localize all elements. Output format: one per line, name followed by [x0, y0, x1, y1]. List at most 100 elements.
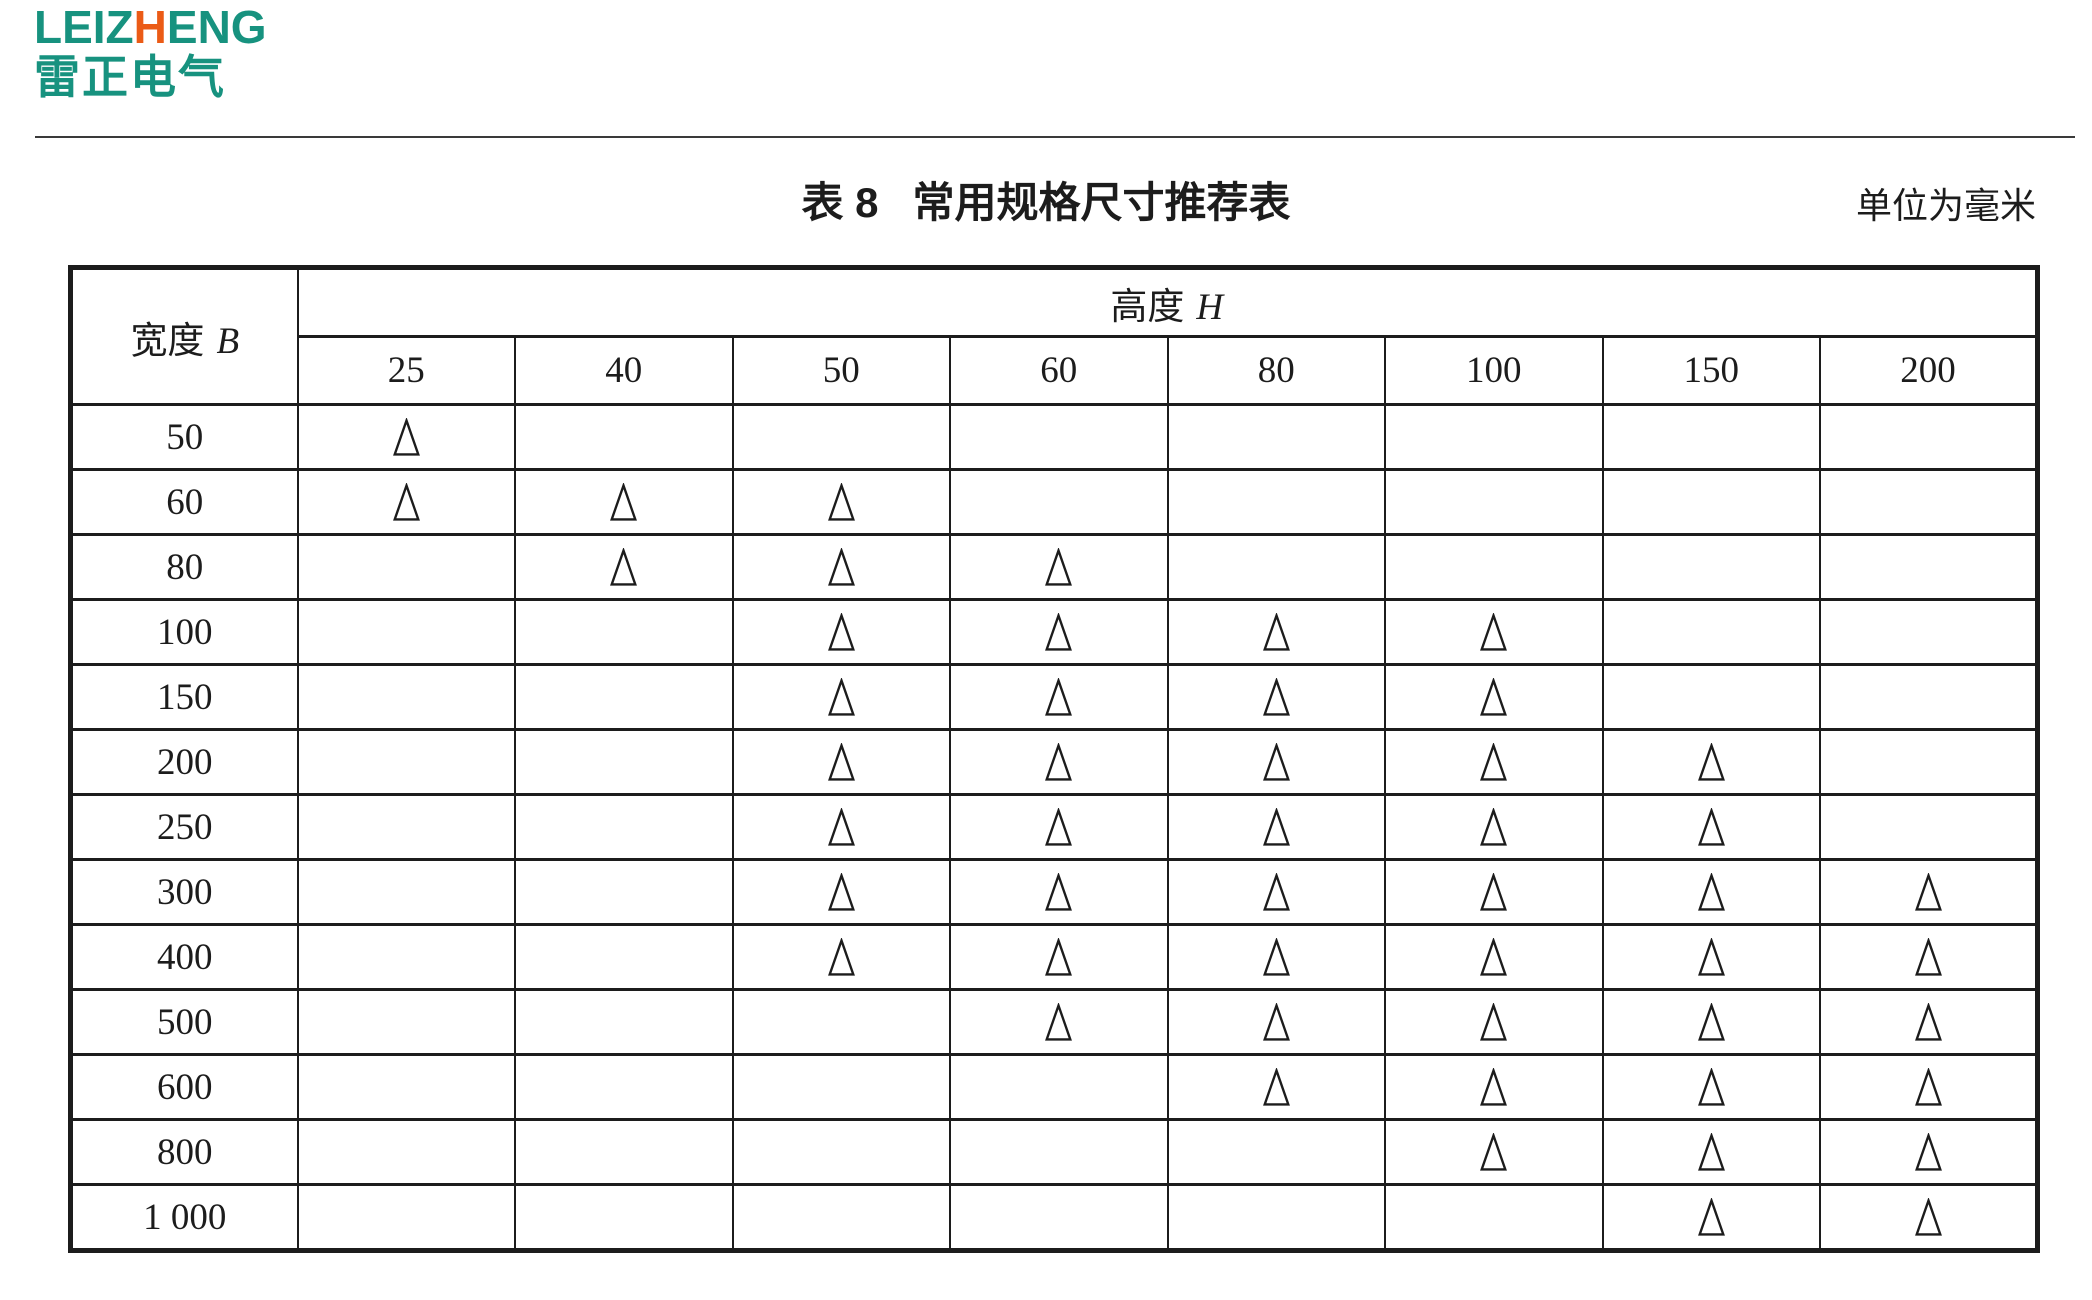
size-available-cell	[514, 468, 734, 536]
width-value: 200	[69, 728, 299, 796]
size-empty-cell	[731, 988, 951, 1056]
size-available-cell	[949, 858, 1169, 926]
width-value: 600	[69, 1053, 299, 1121]
size-available-cell	[1819, 988, 2039, 1056]
triangle-mark	[1480, 872, 1508, 911]
size-empty-cell	[296, 1053, 516, 1121]
size-empty-cell	[514, 988, 734, 1056]
table-number: 表 8	[801, 179, 879, 226]
size-empty-cell	[731, 1053, 951, 1121]
triangle-mark	[1045, 807, 1073, 846]
size-available-cell	[1819, 1118, 2039, 1186]
size-empty-cell	[949, 1118, 1169, 1186]
size-empty-cell	[296, 1183, 516, 1252]
size-available-cell	[731, 793, 951, 861]
size-available-cell	[1819, 923, 2039, 991]
size-empty-cell	[731, 403, 951, 471]
size-available-cell	[731, 663, 951, 731]
triangle-mark	[827, 677, 855, 716]
size-empty-cell	[949, 403, 1169, 471]
width-symbol: B	[216, 320, 240, 362]
triangle-mark	[1262, 612, 1290, 651]
size-available-cell	[1601, 858, 1821, 926]
size-empty-cell	[1601, 468, 1821, 536]
size-empty-cell	[514, 728, 734, 796]
size-empty-cell	[514, 1118, 734, 1186]
letterhead-divider	[35, 136, 2075, 138]
table-title: 常用规格尺寸推荐表	[912, 179, 1291, 226]
size-empty-cell	[296, 533, 516, 601]
size-empty-cell	[949, 1183, 1169, 1252]
size-available-cell	[1166, 1053, 1386, 1121]
table-row: 1 000	[69, 1183, 2039, 1252]
size-available-cell	[1384, 858, 1604, 926]
logo-latin-accent: H	[133, 1, 167, 53]
size-empty-cell	[514, 1183, 734, 1252]
triangle-mark	[1262, 1002, 1290, 1041]
size-available-cell	[1384, 663, 1604, 731]
size-empty-cell	[949, 468, 1169, 536]
logo-latin-post: ENG	[166, 1, 267, 53]
width-value: 300	[69, 858, 299, 926]
logo-cjk-wordmark: 雷正电气	[34, 51, 226, 103]
size-empty-cell	[296, 728, 516, 796]
table-row: 50	[69, 403, 2039, 471]
triangle-mark	[1697, 1002, 1725, 1041]
size-table: 宽度 B 高度 H 25 40 50 60 80 100 150 200 50 60 80 100 150…	[68, 265, 2040, 1253]
size-empty-cell	[1166, 468, 1386, 536]
size-available-cell	[1384, 793, 1604, 861]
table-caption: 表 8 常用规格尺寸推荐表	[0, 180, 2092, 226]
width-value: 60	[69, 468, 299, 536]
size-empty-cell	[514, 663, 734, 731]
size-available-cell	[1601, 988, 1821, 1056]
size-empty-cell	[1384, 533, 1604, 601]
unit-note: 单位为毫米	[1855, 186, 2036, 226]
table-row: 80	[69, 533, 2039, 601]
triangle-mark	[1262, 742, 1290, 781]
size-empty-cell	[296, 793, 516, 861]
triangle-mark	[1045, 547, 1073, 586]
size-empty-cell	[1166, 533, 1386, 601]
height-column-header: 60	[949, 335, 1169, 406]
size-available-cell	[949, 728, 1169, 796]
triangle-mark	[1262, 807, 1290, 846]
size-available-cell	[731, 598, 951, 666]
triangle-mark	[827, 807, 855, 846]
triangle-mark	[1045, 1002, 1073, 1041]
height-column-header: 100	[1384, 335, 1604, 406]
triangle-mark	[1697, 937, 1725, 976]
table-row: 800	[69, 1118, 2039, 1186]
height-symbol: H	[1196, 286, 1224, 328]
triangle-mark	[610, 482, 638, 521]
size-available-cell	[949, 663, 1169, 731]
width-value: 50	[69, 403, 299, 471]
triangle-mark	[1697, 872, 1725, 911]
width-value: 800	[69, 1118, 299, 1186]
table-row: 250	[69, 793, 2039, 861]
size-available-cell	[731, 468, 951, 536]
size-empty-cell	[296, 663, 516, 731]
height-column-header: 80	[1166, 335, 1386, 406]
size-empty-cell	[1166, 1183, 1386, 1252]
size-available-cell	[1166, 923, 1386, 991]
size-available-cell	[1384, 1118, 1604, 1186]
triangle-mark	[1480, 1002, 1508, 1041]
size-empty-cell	[514, 1053, 734, 1121]
size-empty-cell	[949, 1053, 1169, 1121]
width-value: 400	[69, 923, 299, 991]
height-values-row: 25 40 50 60 80 100 150 200	[71, 335, 2039, 406]
size-available-cell	[1601, 1053, 1821, 1121]
size-available-cell	[1166, 858, 1386, 926]
company-logo: LEIZHENG 雷正电气	[34, 4, 267, 102]
size-available-cell	[1166, 988, 1386, 1056]
height-column-header: 150	[1601, 335, 1821, 406]
triangle-mark	[827, 742, 855, 781]
logo-latin-pre: LEIZ	[34, 1, 134, 53]
height-column-header: 25	[296, 335, 516, 406]
size-available-cell	[1384, 728, 1604, 796]
size-empty-cell	[1601, 663, 1821, 731]
table-row: 200	[69, 728, 2039, 796]
table-row: 600	[69, 1053, 2039, 1121]
triangle-mark	[1697, 742, 1725, 781]
triangle-mark	[1914, 1067, 1942, 1106]
